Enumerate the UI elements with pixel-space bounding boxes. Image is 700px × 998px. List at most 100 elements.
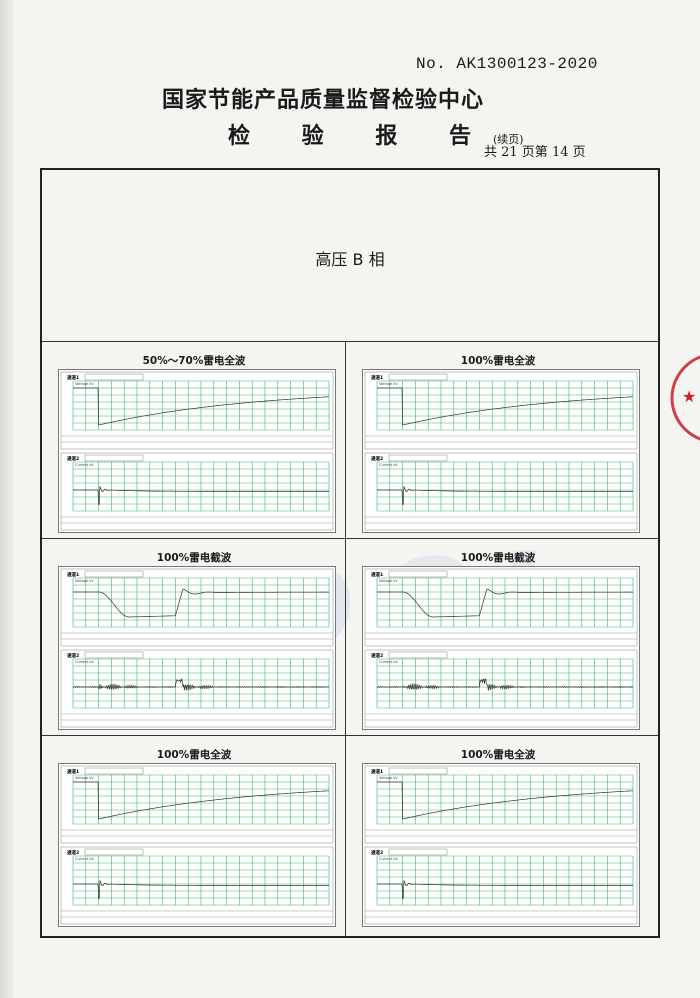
signal-unit-label: Voltage kV (379, 776, 398, 780)
current-trace (73, 485, 329, 505)
plot-border (60, 649, 334, 728)
signal-name-box (84, 373, 144, 381)
divider (42, 735, 658, 736)
waveform-panel: 100%雷电截波通道1 Voltage kV 通道2 Current kA (348, 540, 648, 736)
channel-label: 通道2 (67, 652, 79, 659)
signal-name-box (84, 454, 144, 462)
channel-label: 通道1 (371, 571, 383, 578)
waveform-panel: 50%～70%雷电全波 通道1 Voltage kV 通道2 Current kA (44, 343, 344, 539)
oscillogram: 通道1 Voltage kV 通道2 Current kA (362, 566, 640, 730)
oscillogram: 通道1 Voltage kV 通道2 Current kA (362, 763, 640, 927)
signal-unit-label: Current kA (75, 660, 94, 664)
current-trace (377, 485, 633, 505)
signal-unit-label: Current kA (75, 857, 94, 861)
voltage-trace (73, 387, 329, 426)
signal-name-box (84, 570, 144, 578)
current-trace (72, 677, 330, 691)
signal-unit-label: Current kA (379, 463, 398, 467)
divider (345, 341, 346, 936)
waveform-panel: 100%雷电全波 通道1 Voltage kV 通道2 Current kA (348, 343, 648, 539)
plot-border (60, 452, 334, 531)
plot-border (60, 846, 334, 925)
waveform-panel: 100%雷电全波通道1 Voltage kV 通道2 Current kA (44, 737, 344, 933)
panel-title: 100%雷电全波 (156, 749, 232, 761)
plot-border (60, 765, 334, 844)
signal-name-box (388, 848, 448, 856)
voltage-trace (377, 387, 633, 426)
channel-label: 通道2 (371, 849, 383, 856)
signal-unit-label: Current kA (379, 857, 398, 861)
current-trace (377, 879, 633, 899)
channel-label: 通道2 (371, 455, 383, 462)
signal-unit-label: Voltage kV (75, 579, 94, 583)
channel-label: 通道2 (371, 652, 383, 659)
plot-border (364, 649, 638, 728)
signal-name-box (388, 651, 448, 659)
voltage-trace (377, 781, 633, 820)
waveform-panel: 100%雷电全波 通道1 Voltage kV 通道2 Current kA (348, 737, 648, 933)
report-title-text: 检 验 报 告 (228, 124, 493, 149)
signal-unit-label: Current kA (75, 463, 94, 467)
signal-unit-label: Voltage kV (379, 579, 398, 583)
channel-label: 通道1 (67, 768, 79, 775)
channel-label: 通道1 (67, 571, 79, 578)
svg-text:★: ★ (682, 387, 696, 406)
results-table: 高压 B 相 50%～70%雷电全波 通道1 Voltage kV 通道2 Curren… (40, 168, 660, 938)
divider (42, 341, 658, 342)
signal-name-box (388, 570, 448, 578)
plot-border (364, 846, 638, 925)
oscillogram: 通道1 Voltage kV 通道2 Current kA (58, 369, 336, 533)
oscillogram: 通道1 Voltage kV 通道2 Current kA (58, 566, 336, 730)
voltage-trace (73, 781, 329, 820)
continued-label: (续页) (492, 133, 524, 146)
channel-label: 通道2 (67, 849, 79, 856)
page-count: 共 21 页第 14 页 (484, 145, 586, 160)
section-title: 高压 B 相 (315, 250, 385, 269)
panel-title: 100%雷电截波 (156, 552, 232, 564)
panel-title: 100%雷电截波 (460, 552, 536, 564)
voltage-trace (377, 588, 633, 618)
waveform-panel: 100%雷电截波 通道1 Voltage kV 通道2 Current kA (44, 540, 344, 736)
report-number: No. AK1300123-2020 (416, 55, 598, 73)
channel-label: 通道2 (67, 455, 79, 462)
signal-unit-label: Current kA (379, 660, 398, 664)
signal-name-box (84, 767, 144, 775)
oscillogram: 通道1 Voltage kV 通道2 Current kA (58, 763, 336, 927)
plot-border (364, 452, 638, 531)
signal-name-box (388, 373, 448, 381)
plot-border (60, 371, 334, 450)
channel-label: 通道1 (67, 374, 79, 381)
scan-edge (0, 0, 14, 998)
signal-name-box (84, 848, 144, 856)
signal-name-box (388, 454, 448, 462)
oscillogram: 通道1 Voltage kV 通道2 Current kA (362, 369, 640, 533)
panel-title: 100%雷电全波 (460, 749, 536, 761)
signal-unit-label: Voltage kV (75, 382, 94, 386)
organization-name: 国家节能产品质量监督检验中心 (162, 88, 485, 113)
panel-title: 100%雷电全波 (460, 355, 536, 367)
divider (42, 538, 658, 539)
signal-unit-label: Voltage kV (379, 382, 398, 386)
report-title: 检 验 报 告(续页) (228, 118, 524, 150)
voltage-trace (73, 588, 329, 618)
channel-label: 通道1 (371, 768, 383, 775)
plot-border (60, 568, 334, 647)
plot-border (364, 371, 638, 450)
channel-label: 通道1 (371, 374, 383, 381)
panel-title: 50%～70%雷电全波 (142, 355, 246, 367)
plot-border (364, 568, 638, 647)
plot-border (364, 765, 638, 844)
current-trace (73, 879, 329, 899)
signal-unit-label: Voltage kV (75, 776, 94, 780)
seal-stamp: ★ (670, 355, 700, 441)
